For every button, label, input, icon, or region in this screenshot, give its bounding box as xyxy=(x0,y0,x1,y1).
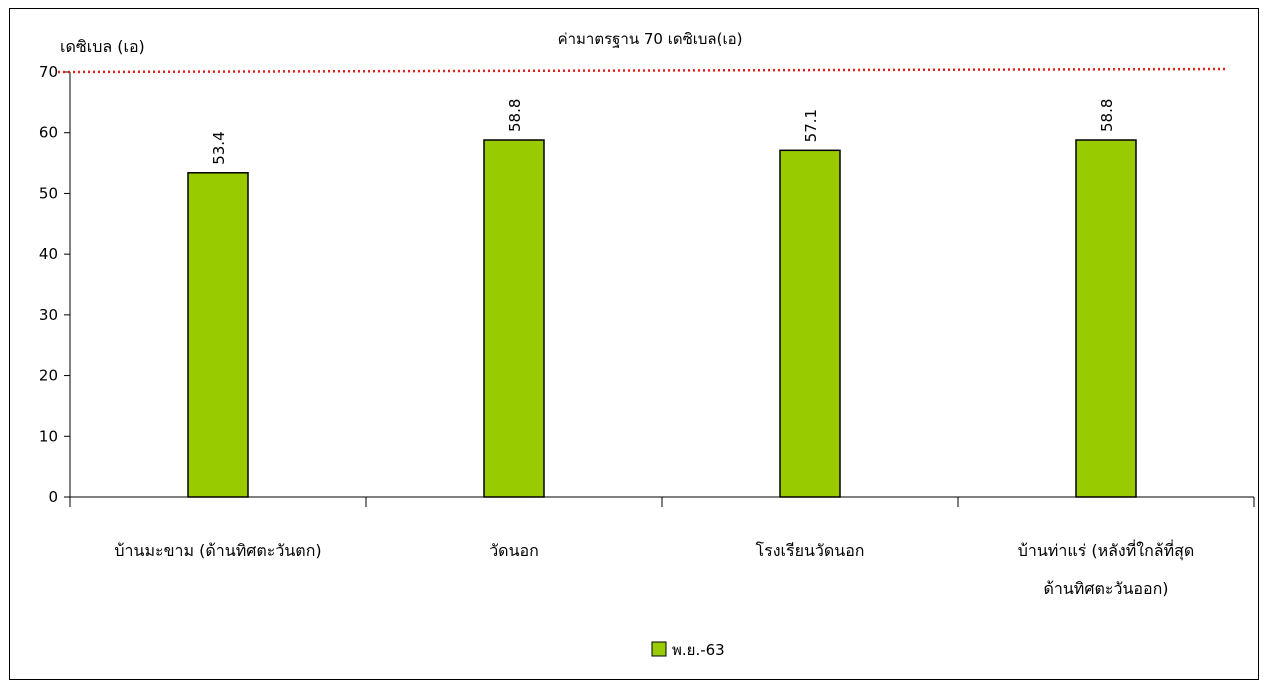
y-tick-label: 50 xyxy=(39,184,58,202)
y-tick-label: 10 xyxy=(39,427,58,445)
y-tick-label: 40 xyxy=(39,245,58,263)
x-category-label: โรงเรียนวัดนอก xyxy=(756,541,865,560)
bar-value-label: 58.8 xyxy=(506,99,524,132)
x-category-label: ด้านทิศตะวันออก) xyxy=(1043,579,1168,598)
x-category-label: บ้านท่าแร่ (หลังที่ใกล้ที่สุด xyxy=(1018,539,1195,561)
y-tick-label: 30 xyxy=(39,306,58,324)
bar xyxy=(779,149,841,498)
y-tick-label: 70 xyxy=(39,63,58,81)
y-axis-title: เดซิเบล (เอ) xyxy=(60,37,145,56)
y-tick-label: 20 xyxy=(39,367,58,385)
legend-swatch xyxy=(651,641,667,657)
x-category-label: บ้านมะขาม (ด้านทิศตะวันตก) xyxy=(114,541,321,560)
bar xyxy=(187,172,249,498)
standard-reference-line xyxy=(57,67,1227,74)
bar-value-label: 57.1 xyxy=(802,109,820,142)
legend-label: พ.ย.-63 xyxy=(672,641,725,659)
y-tick-label: 0 xyxy=(48,488,58,506)
bar-value-label: 58.8 xyxy=(1098,99,1116,132)
bar xyxy=(1075,139,1137,498)
bar xyxy=(483,139,545,498)
bar-value-label: 53.4 xyxy=(210,131,228,164)
x-category-label: วัดนอก xyxy=(489,541,539,560)
standard-reference-label: ค่ามาตรฐาน 70 เดซิเบล(เอ) xyxy=(558,30,743,48)
y-tick-label: 60 xyxy=(39,124,58,142)
